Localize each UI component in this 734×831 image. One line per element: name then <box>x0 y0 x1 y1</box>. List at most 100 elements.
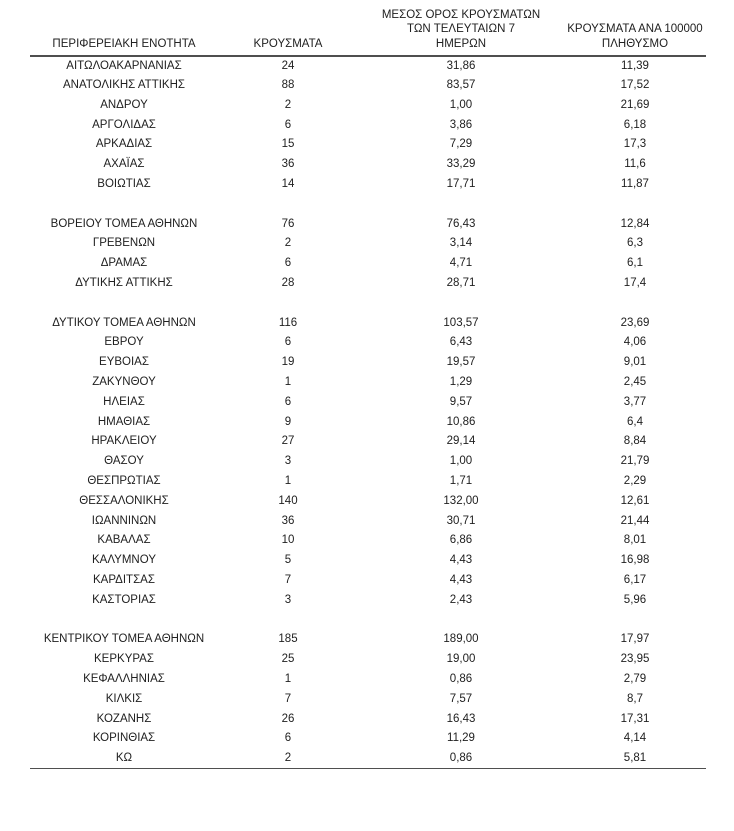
cell-cases: 1 <box>284 376 292 389</box>
cell-per100k: 11,39 <box>621 59 649 72</box>
cell-region: ΚΩ <box>115 751 133 764</box>
cell-region: ΑΡΚΑΔΙΑΣ <box>95 138 153 151</box>
cell-cases: 36 <box>281 158 295 171</box>
table-row: ΔΥΤΙΚΟΥ ΤΟΜΕΑ ΑΘΗΝΩΝ 116 103,57 23,69 <box>30 313 706 333</box>
table-row: ΙΩΑΝΝΙΝΩΝ 36 30,71 21,44 <box>30 511 706 531</box>
cell-cases: 25 <box>281 653 295 666</box>
table-row: ΗΛΕΙΑΣ 6 9,57 3,77 <box>30 393 706 413</box>
cell-region: ΑΝΑΤΟΛΙΚΗΣ ΑΤΤΙΚΗΣ <box>62 79 185 92</box>
cell-region: ΚΟΡΙΝΘΙΑΣ <box>92 732 156 745</box>
header-row: ΠΕΡΙΦΕΡΕΙΑΚΗ ΕΝΟΤΗΤΑ ΚΡΟΥΣΜΑΤΑ ΜΕΣΟΣ ΟΡΟ… <box>30 6 706 58</box>
cell-per100k: 2,79 <box>623 672 647 685</box>
cell-per100k: 6,17 <box>623 573 647 586</box>
cell-avg7: 7,29 <box>449 138 473 151</box>
table-row: ΚΑΡΔΙΤΣΑΣ 7 4,43 6,17 <box>30 571 706 591</box>
cell-avg7: 189,00 <box>443 633 479 646</box>
cell-region: ΕΥΒΟΙΑΣ <box>99 356 149 369</box>
table-header: ΠΕΡΙΦΕΡΕΙΑΚΗ ΕΝΟΤΗΤΑ ΚΡΟΥΣΜΑΤΑ ΜΕΣΟΣ ΟΡΟ… <box>30 6 706 58</box>
cell-avg7: 6,86 <box>449 534 473 547</box>
cell-per100k: 4,14 <box>623 732 647 745</box>
cell-per100k: 21,79 <box>620 455 650 468</box>
cell-cases: 6 <box>284 732 292 745</box>
cell-per100k: 21,69 <box>620 98 650 111</box>
cell-avg7: 4,43 <box>449 573 473 586</box>
header-per100k-line1: ΚΡΟΥΣΜΑΤΑ ΑΝΑ 100000 <box>567 23 703 36</box>
cell-avg7: 1,00 <box>449 455 473 468</box>
table-row: ΚΕΝΤΡΙΚΟΥ ΤΟΜΕΑ ΑΘΗΝΩΝ 185 189,00 17,97 <box>30 630 706 650</box>
cell-region: ΘΕΣΠΡΩΤΙΑΣ <box>87 475 161 487</box>
table-row: ΖΑΚΥΝΘΟΥ 1 1,29 2,45 <box>30 373 706 393</box>
cell-cases: 2 <box>284 751 292 764</box>
cell-cases: 28 <box>281 277 295 290</box>
cell-cases: 5 <box>284 554 292 567</box>
cell-avg7: 103,57 <box>443 316 479 329</box>
cell-avg7: 1,00 <box>449 98 473 111</box>
cell-cases: 3 <box>284 593 292 606</box>
table-row: ΔΥΤΙΚΗΣ ΑΤΤΙΚΗΣ 28 28,71 17,4 <box>30 274 706 294</box>
cell-avg7: 17,71 <box>446 178 476 191</box>
cell-region: ΙΩΑΝΝΙΝΩΝ <box>91 514 157 527</box>
table-row: ΑΡΚΑΔΙΑΣ 15 7,29 17,3 <box>30 135 706 155</box>
header-region: ΠΕΡΙΦΕΡΕΙΑΚΗ ΕΝΟΤΗΤΑ <box>30 6 218 58</box>
cell-avg7: 83,57 <box>446 79 476 92</box>
table-row: ΘΕΣΣΑΛΟΝΙΚΗΣ 140 132,00 12,61 <box>30 492 706 512</box>
cell-avg7: 10,86 <box>446 415 476 428</box>
cell-avg7: 0,86 <box>449 751 473 764</box>
table-row: ΗΡΑΚΛΕΙΟΥ 27 29,14 8,84 <box>30 432 706 452</box>
cell-region: ΚΕΦΑΛΛΗΝΙΑΣ <box>83 672 165 685</box>
table-row: ΒΟΙΩΤΙΑΣ 14 17,71 11,87 <box>30 175 706 195</box>
cell-avg7: 4,43 <box>449 554 473 567</box>
cell-per100k: 6,3 <box>627 237 643 250</box>
cell-cases: 2 <box>284 98 292 111</box>
cell-avg7: 3,86 <box>449 118 473 131</box>
cell-region: ΗΜΑΘΙΑΣ <box>97 415 151 428</box>
cell-region: ΚΕΝΤΡΙΚΟΥ ΤΟΜΕΑ ΑΘΗΝΩΝ <box>43 633 205 646</box>
table-row: ΗΜΑΘΙΑΣ 9 10,86 6,4 <box>30 412 706 432</box>
spacer-row <box>30 610 706 630</box>
cell-cases: 6 <box>284 118 292 131</box>
cell-cases: 15 <box>281 138 295 151</box>
cell-cases: 9 <box>284 415 292 428</box>
cell-per100k: 21,44 <box>620 514 650 527</box>
cell-per100k: 2,45 <box>623 376 647 389</box>
cell-cases: 76 <box>281 217 295 230</box>
cell-region: ΚΕΡΚΥΡΑΣ <box>94 653 154 666</box>
cell-region: ΚΑΡΔΙΤΣΑΣ <box>93 573 155 586</box>
cell-cases: 6 <box>284 395 292 408</box>
spacer-row <box>30 294 706 314</box>
cell-region: ΚΟΖΑΝΗΣ <box>96 712 152 725</box>
table-row: ΑΡΓΟΛΙΔΑΣ 6 3,86 6,18 <box>30 116 706 136</box>
cell-cases: 6 <box>284 257 292 270</box>
cell-cases: 7 <box>284 573 292 586</box>
cell-region: ΚΑΒΑΛΑΣ <box>97 534 151 547</box>
table-row: ΚΑΣΤΟΡΙΑΣ 3 2,43 5,96 <box>30 591 706 611</box>
cell-per100k: 2,29 <box>623 475 647 487</box>
table-row: ΚΑΛΥΜΝΟΥ 5 4,43 16,98 <box>30 551 706 571</box>
cell-per100k: 8,84 <box>623 435 647 448</box>
spacer-cell <box>30 294 706 314</box>
cell-per100k: 8,01 <box>623 534 647 547</box>
cell-cases: 26 <box>281 712 295 725</box>
table-row: ΘΕΣΠΡΩΤΙΑΣ 1 1,71 2,29 <box>30 472 706 492</box>
cell-cases: 3 <box>284 455 292 468</box>
header-per100k-line2: ΠΛΗΘΥΣΜΟ <box>601 37 669 50</box>
table-row: ΑΙΤΩΛΟΑΚΑΡΝΑΝΙΑΣ 24 31,86 11,39 <box>30 56 706 76</box>
cell-cases: 10 <box>281 534 295 547</box>
cell-avg7: 6,43 <box>449 336 473 349</box>
cell-region: ΕΒΡΟΥ <box>104 336 144 349</box>
cell-region: ΚΙΛΚΙΣ <box>105 692 143 705</box>
spacer-cell <box>30 610 706 630</box>
cell-per100k: 17,31 <box>620 712 650 725</box>
cell-avg7: 30,71 <box>446 514 476 527</box>
cell-region: ΔΥΤΙΚΟΥ ΤΟΜΕΑ ΑΘΗΝΩΝ <box>52 316 196 329</box>
cell-per100k: 6,18 <box>623 118 647 131</box>
cell-region: ΘΕΣΣΑΛΟΝΙΚΗΣ <box>79 494 169 507</box>
table-body: ΑΙΤΩΛΟΑΚΑΡΝΑΝΙΑΣ 24 31,86 11,39 ΑΝΑΤΟΛΙΚΗΣ Α… <box>30 56 706 769</box>
cell-per100k: 5,96 <box>623 593 647 606</box>
table-row: ΓΡΕΒΕΝΩΝ 2 3,14 6,3 <box>30 234 706 254</box>
cell-cases: 2 <box>284 237 292 250</box>
header-avg7: ΜΕΣΟΣ ΟΡΟΣ ΚΡΟΥΣΜΑΤΩΝ ΤΩΝ ΤΕΛΕΥΤΑΙΩΝ 7 Η… <box>358 6 564 58</box>
cell-cases: 88 <box>281 79 295 92</box>
table-row: ΑΝΑΤΟΛΙΚΗΣ ΑΤΤΙΚΗΣ 88 83,57 17,52 <box>30 76 706 96</box>
cell-avg7: 29,14 <box>446 435 476 448</box>
